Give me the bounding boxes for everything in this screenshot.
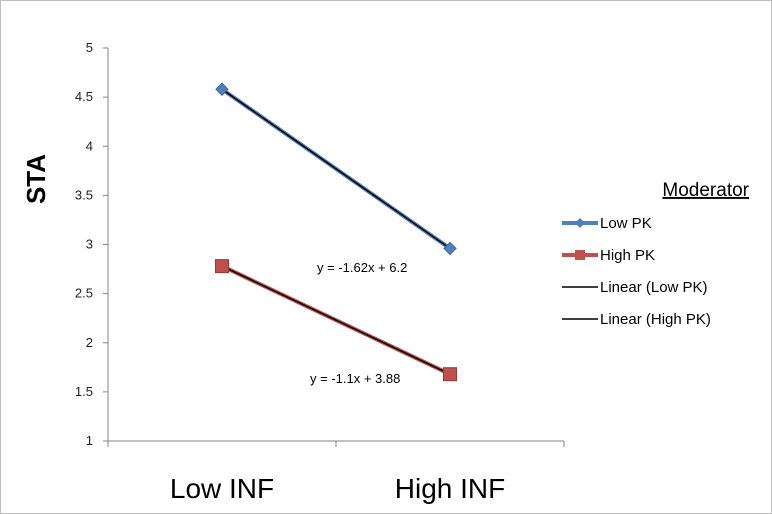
legend-title: Moderator (662, 180, 749, 201)
legend-label: Linear (High PK) (600, 311, 711, 328)
trendline-equation-high-pk: y = -1.1x + 3.88 (310, 371, 400, 386)
legend-marker-square (575, 250, 585, 260)
y-tick-label: 4.5 (75, 89, 93, 104)
x-category-label: Low INF (170, 473, 274, 504)
trendline-linear-high-pk (221, 265, 451, 375)
y-tick-label: 1.5 (75, 384, 93, 399)
legend-label: Linear (Low PK) (600, 279, 708, 296)
y-axis-title: STA (21, 154, 51, 204)
data-point-low-pk (215, 82, 229, 96)
legend-label: Low PK (600, 215, 652, 232)
legend-label: High PK (600, 247, 655, 264)
y-tick-label: 3 (86, 237, 93, 252)
data-point-low-pk (443, 241, 457, 256)
y-tick-label: 3.5 (75, 187, 93, 202)
data-point-high-pk (443, 367, 457, 382)
axes: 1 1.5 2 2.5 3 3.5 4 4.5 5 Low INF High INF (75, 40, 565, 504)
labels: STA y = -1.62x + 6.2 y = -1.1x + 3.88 (21, 154, 407, 386)
legend-marker-diamond (575, 218, 585, 228)
y-tick-label: 1 (86, 433, 93, 448)
legend: Moderator Low PK High PK Linear (Low PK) Li… (562, 180, 750, 328)
series-layer (215, 82, 457, 382)
y-tick-label: 4 (86, 138, 93, 153)
data-point-high-pk (215, 259, 229, 274)
x-category-label: High INF (395, 473, 505, 504)
trendline-equation-low-pk: y = -1.62x + 6.2 (317, 260, 407, 275)
trendline-linear-low-pk (221, 88, 451, 250)
y-tick-label: 2 (86, 335, 93, 350)
y-tick-label: 2.5 (75, 286, 93, 301)
y-tick-label: 5 (86, 40, 93, 55)
